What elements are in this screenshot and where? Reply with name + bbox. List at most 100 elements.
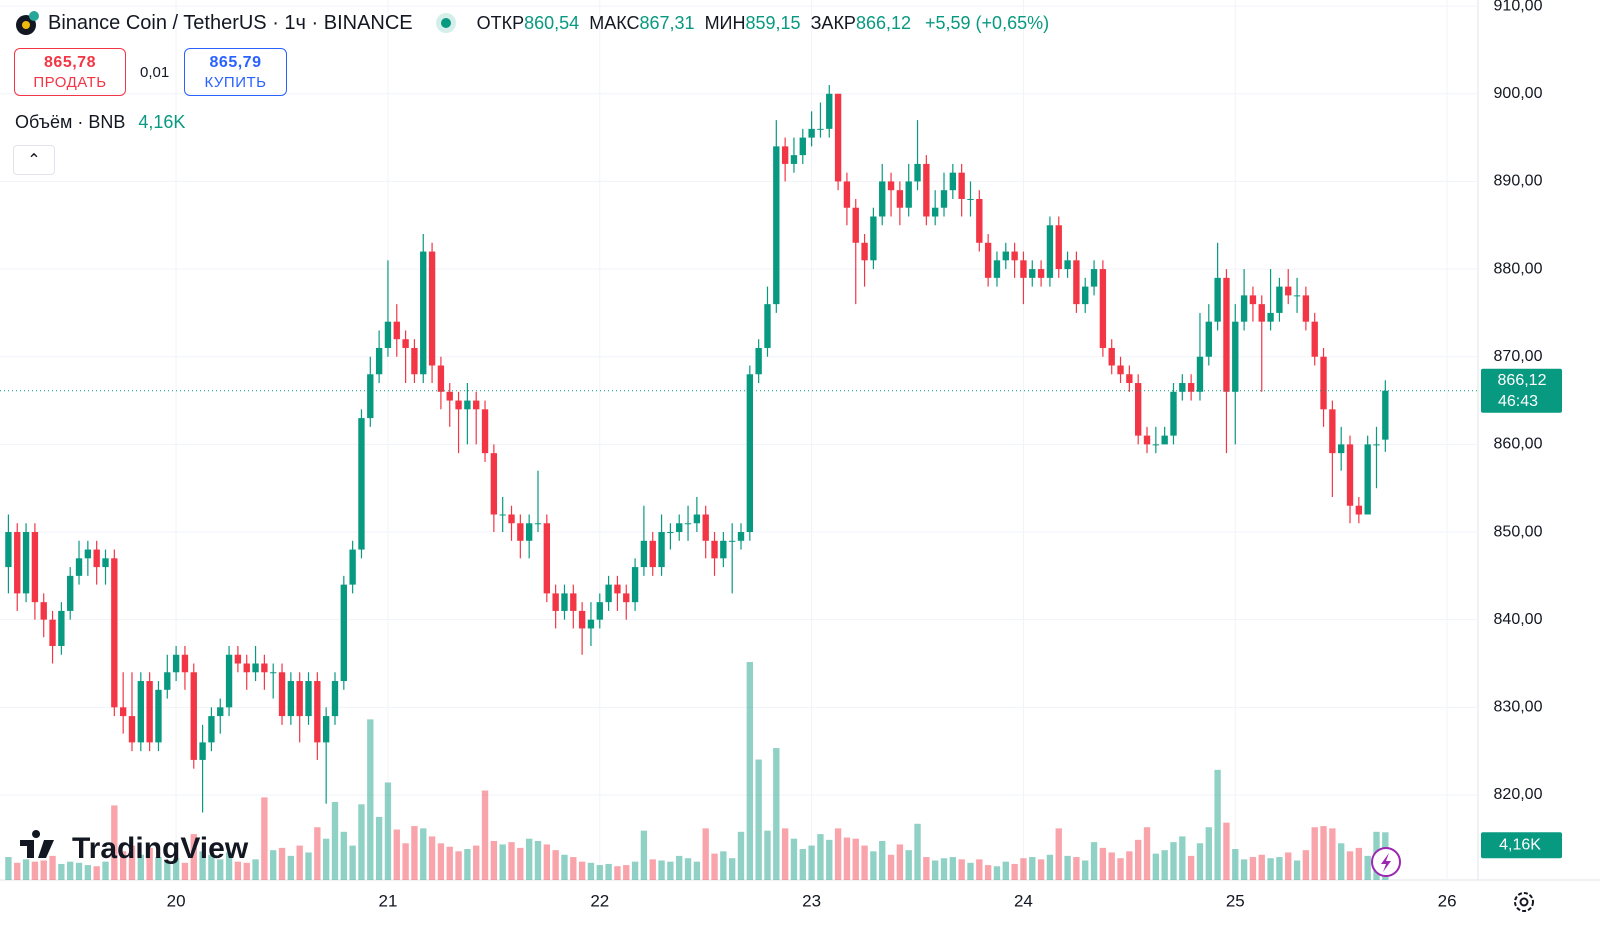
- collapse-button[interactable]: ⌃: [13, 145, 55, 175]
- candle-body: [773, 146, 780, 305]
- volume-bar: [817, 834, 824, 880]
- volume-bar: [702, 828, 709, 880]
- candle-body: [428, 251, 436, 366]
- candle-body: [728, 540, 736, 542]
- candle-body: [1267, 312, 1274, 322]
- candle-body: [437, 365, 445, 392]
- candle-body: [393, 321, 400, 340]
- volume-bar: [14, 862, 21, 880]
- candle-body: [1373, 444, 1380, 446]
- ohlc-value: 866,12: [855, 12, 911, 33]
- volume-bar: [1011, 863, 1018, 880]
- sell-label[interactable]: ПРОДАТЬ: [33, 74, 107, 91]
- candle-body: [976, 198, 983, 243]
- volume-bar: [278, 847, 286, 880]
- volume-bar: [31, 861, 39, 880]
- y-tick-label: 820,00: [1494, 786, 1543, 803]
- candle-body: [1170, 391, 1177, 436]
- volume-bar: [826, 839, 833, 880]
- volume-bar: [1249, 857, 1257, 880]
- candle-body: [349, 549, 356, 585]
- candle-body: [1011, 251, 1018, 261]
- volume-bar: [870, 851, 877, 880]
- volume-bar: [755, 759, 762, 880]
- volume-bar: [967, 862, 974, 880]
- candle-body: [411, 347, 418, 375]
- candle-body: [499, 514, 506, 516]
- candle-body: [702, 514, 709, 541]
- buy-price[interactable]: 865,79: [209, 54, 262, 71]
- volume-bar: [1329, 828, 1336, 880]
- lightning-button[interactable]: [1371, 847, 1401, 877]
- gear-inner[interactable]: [1519, 897, 1529, 907]
- volume-bar: [534, 840, 542, 880]
- y-tick-label: 880,00: [1494, 260, 1543, 277]
- candle-body: [420, 251, 427, 375]
- volume-bar: [631, 861, 639, 880]
- candle-body: [331, 681, 339, 717]
- candle-body: [1329, 409, 1336, 454]
- candle-body: [1090, 269, 1098, 287]
- volume-bar: [711, 853, 718, 880]
- y-tick-label: 870,00: [1494, 348, 1543, 365]
- volume-bar: [367, 719, 374, 880]
- candle-body: [49, 619, 56, 646]
- gear-outer[interactable]: [1514, 892, 1534, 912]
- volume-bar: [1161, 850, 1168, 880]
- volume-bar: [1046, 854, 1054, 880]
- candle-body: [1302, 295, 1310, 322]
- lightning-icon[interactable]: [1381, 853, 1391, 872]
- volume-bar: [1187, 855, 1195, 880]
- candle-body: [1117, 365, 1124, 375]
- buy-button[interactable]: 865,79 КУПИТЬ: [184, 48, 287, 96]
- candle-body: [490, 453, 498, 515]
- sell-button[interactable]: 865,78 ПРОДАТЬ: [14, 48, 126, 96]
- candle-body: [1135, 383, 1142, 436]
- candle-body: [58, 610, 65, 646]
- volume-bar: [976, 859, 983, 880]
- candle-body: [817, 128, 824, 130]
- candle-body: [464, 400, 471, 410]
- candle-body: [870, 216, 877, 261]
- brand-name: TradingView: [72, 832, 249, 865]
- candle-body: [826, 93, 833, 129]
- candles: [5, 85, 1389, 813]
- brand-icon: [20, 830, 54, 858]
- candle-body: [1108, 347, 1115, 366]
- buy-label[interactable]: КУПИТЬ: [204, 74, 267, 91]
- y-tick-label: 910,00: [1494, 0, 1543, 14]
- y-tick-label: 840,00: [1494, 611, 1543, 628]
- candle-body: [614, 584, 621, 594]
- settings-button[interactable]: [1514, 892, 1534, 912]
- candle-body: [967, 198, 974, 200]
- candle-body: [384, 321, 392, 348]
- candle-body: [128, 716, 136, 743]
- candle-body: [402, 339, 409, 348]
- candle-body: [93, 549, 100, 568]
- volume-bar: [773, 748, 780, 880]
- volume-bar: [737, 831, 745, 880]
- volume-bar: [393, 829, 400, 880]
- volume-bar: [1055, 828, 1062, 880]
- volume-bar: [1258, 854, 1265, 880]
- volume-bar: [940, 858, 948, 880]
- change: +5,59 (+0,65%): [925, 12, 1050, 33]
- volume-bar: [1117, 858, 1124, 880]
- ohlc-value: 859,15: [745, 12, 801, 33]
- x-tick-label: 25: [1226, 891, 1245, 910]
- candle-body: [1126, 374, 1133, 384]
- sell-price[interactable]: 865,78: [44, 54, 96, 71]
- volume-bar: [1311, 827, 1318, 880]
- volume-bar: [923, 857, 930, 880]
- x-tick-label: 23: [802, 891, 821, 910]
- volume-bar: [1302, 850, 1310, 880]
- candle-body: [1073, 260, 1080, 305]
- volume-pane: [5, 662, 1389, 880]
- candle-body: [1382, 390, 1389, 440]
- volume-bar: [499, 844, 506, 880]
- candle-body: [1161, 435, 1168, 445]
- candle-body: [1276, 286, 1283, 313]
- candle-body: [84, 549, 92, 559]
- volume-bar: [834, 828, 842, 880]
